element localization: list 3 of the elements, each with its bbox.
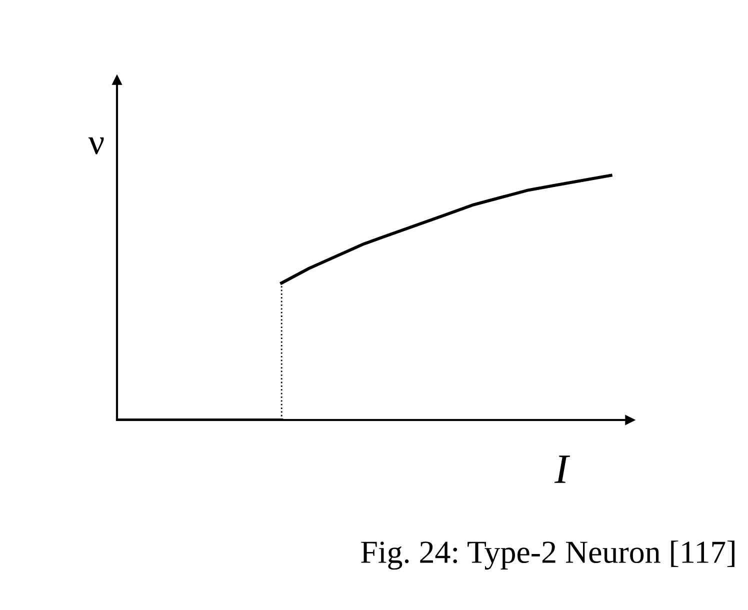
caption: Fig. 24: Type-2 Neuron [117]	[361, 540, 734, 570]
x-axis-title: I	[554, 456, 570, 483]
y-axis-title: ν	[88, 137, 104, 154]
